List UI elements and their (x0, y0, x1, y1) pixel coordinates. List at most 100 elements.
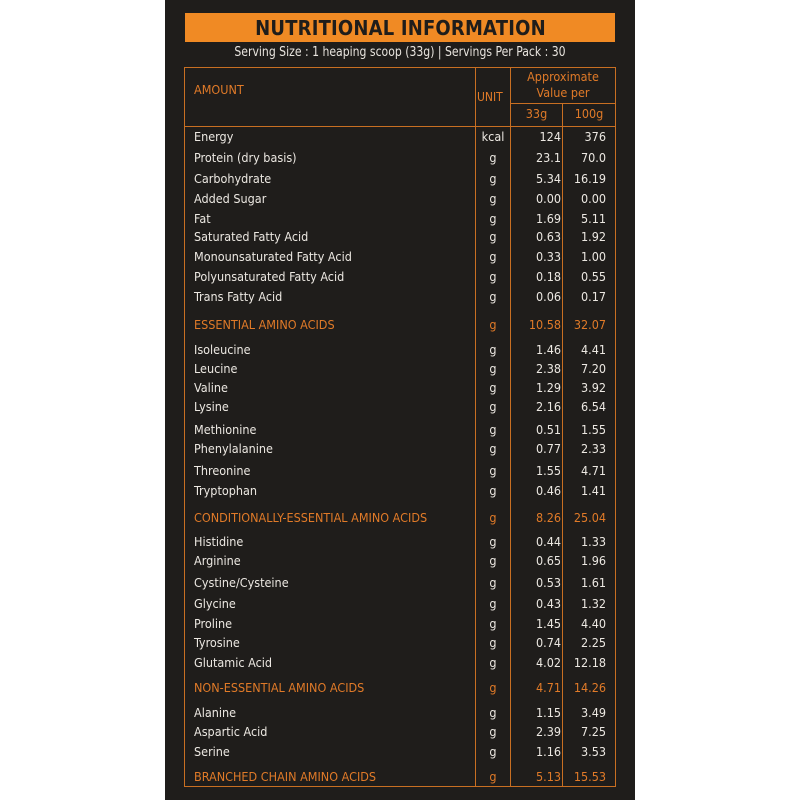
table-row: Leucine g 2.38 7.20 (185, 360, 615, 378)
table-row: Cystine/Cysteine g 0.53 1.61 (185, 574, 615, 592)
amount-header: AMOUNT (194, 82, 244, 97)
table-row: Aspartic Acid g 2.39 7.25 (185, 723, 615, 741)
serving-info: Serving Size : 1 heaping scoop (33g) | S… (234, 45, 566, 60)
unit-header: UNIT (477, 90, 503, 104)
nutrient-name: Energy (194, 129, 234, 144)
value-100g: 70.0 (580, 150, 606, 165)
unit-cell: g (489, 289, 497, 304)
value-33g: 2.38 (535, 361, 561, 376)
value-100g: 0.17 (580, 289, 606, 304)
unit-cell: kcal (481, 129, 505, 144)
value-33g: 0.43 (535, 596, 561, 611)
nutrient-name: Carbohydrate (194, 171, 272, 186)
value-33g: 5.34 (535, 171, 561, 186)
unit-cell: g (489, 269, 497, 284)
value-100g: 15.53 (573, 769, 606, 784)
table-row: Serine g 1.16 3.53 (185, 743, 615, 761)
value-33g: 0.18 (535, 269, 561, 284)
value-100g: 5.11 (580, 211, 606, 226)
value-100g: 7.25 (580, 724, 606, 739)
unit-cell: g (489, 171, 497, 186)
nutrient-name: Trans Fatty Acid (194, 289, 283, 304)
value-33g: 23.1 (535, 150, 561, 165)
value-100g: 3.92 (580, 380, 606, 395)
value-33g: 10.58 (528, 317, 561, 332)
table-row: Glycine g 0.43 1.32 (185, 595, 615, 613)
value-100g: 12.18 (573, 655, 606, 670)
nutrient-name: Cystine/Cysteine (194, 575, 289, 590)
value-33g: 1.69 (535, 211, 561, 226)
table-row: Glutamic Acid g 4.02 12.18 (185, 654, 615, 672)
nutrient-name: Protein (dry basis) (194, 150, 297, 165)
divider (185, 126, 615, 127)
nutrient-name: Saturated Fatty Acid (194, 229, 309, 244)
unit-cell: g (489, 680, 497, 695)
nutrition-table: AMOUNT UNIT Approximate Value per 33g 10… (184, 67, 616, 787)
table-row: Tryptophan g 0.46 1.41 (185, 482, 615, 500)
value-100g: 14.26 (573, 680, 606, 695)
page-title: NUTRITIONAL INFORMATION (254, 15, 546, 40)
value-100g: 4.71 (580, 463, 606, 478)
value-100g: 376 (584, 129, 606, 144)
value-33g: 0.46 (535, 483, 561, 498)
unit-cell: g (489, 596, 497, 611)
unit-cell: g (489, 317, 497, 332)
unit-cell: g (489, 211, 497, 226)
value-100g: 1.61 (580, 575, 606, 590)
value-33g: 8.26 (535, 510, 561, 525)
nutrient-name: Polyunsaturated Fatty Acid (194, 269, 345, 284)
nutrient-name: Added Sugar (194, 191, 267, 206)
nutrient-name: Leucine (194, 361, 238, 376)
value-33g: 2.39 (535, 724, 561, 739)
unit-cell: g (489, 342, 497, 357)
unit-cell: g (489, 463, 497, 478)
nutrient-name: Proline (194, 616, 233, 631)
nutrient-name: Tryptophan (194, 483, 258, 498)
value-100g: 1.32 (580, 596, 606, 611)
table-row: Valine g 1.29 3.92 (185, 379, 615, 397)
nutrient-name: Serine (194, 744, 230, 759)
value-100g: 25.04 (573, 510, 606, 525)
divider (562, 103, 563, 786)
table-row: Trans Fatty Acid g 0.06 0.17 (185, 288, 615, 306)
table-row: Lysine g 2.16 6.54 (185, 398, 615, 416)
table-row: Threonine g 1.55 4.71 (185, 462, 615, 480)
title-bar: NUTRITIONAL INFORMATION (185, 13, 615, 42)
value-33g: 0.74 (535, 635, 561, 650)
unit-cell: g (489, 769, 497, 784)
unit-cell: g (489, 724, 497, 739)
value-33g: 1.29 (535, 380, 561, 395)
label-panel (165, 0, 635, 800)
nutrient-name: Glutamic Acid (194, 655, 273, 670)
value-100g: 3.53 (580, 744, 606, 759)
value-33g: 0.53 (535, 575, 561, 590)
value-33g: 1.15 (535, 705, 561, 720)
unit-cell: g (489, 361, 497, 376)
unit-cell: g (489, 249, 497, 264)
unit-cell: g (489, 705, 497, 720)
nutrient-name: Arginine (194, 553, 241, 568)
nutrient-name: Aspartic Acid (194, 724, 268, 739)
value-100g: 1.33 (580, 534, 606, 549)
value-100g: 2.33 (580, 441, 606, 456)
unit-cell: g (489, 380, 497, 395)
unit-cell: g (489, 441, 497, 456)
unit-cell: g (489, 191, 497, 206)
unit-cell: g (489, 422, 497, 437)
nutrient-name: Lysine (194, 399, 229, 414)
value-33g: 0.77 (535, 441, 561, 456)
table-row: Isoleucine g 1.46 4.41 (185, 341, 615, 359)
nutrient-name: Monounsaturated Fatty Acid (194, 249, 352, 264)
value-33g: 0.65 (535, 553, 561, 568)
unit-cell: g (489, 150, 497, 165)
value-33g: 5.13 (535, 769, 561, 784)
table-row: Arginine g 0.65 1.96 (185, 552, 615, 570)
section-row: CONDITIONALLY-ESSENTIAL AMINO ACIDS g 8.26… (185, 509, 615, 527)
table-row: Histidine g 0.44 1.33 (185, 533, 615, 551)
value-33g: 0.51 (535, 422, 561, 437)
value-33g: 2.16 (535, 399, 561, 414)
value-33g: 4.71 (535, 680, 561, 695)
nutrient-name: Tyrosine (194, 635, 240, 650)
approx-header-line2: Value per (536, 85, 590, 100)
value-100g: 0.00 (580, 191, 606, 206)
